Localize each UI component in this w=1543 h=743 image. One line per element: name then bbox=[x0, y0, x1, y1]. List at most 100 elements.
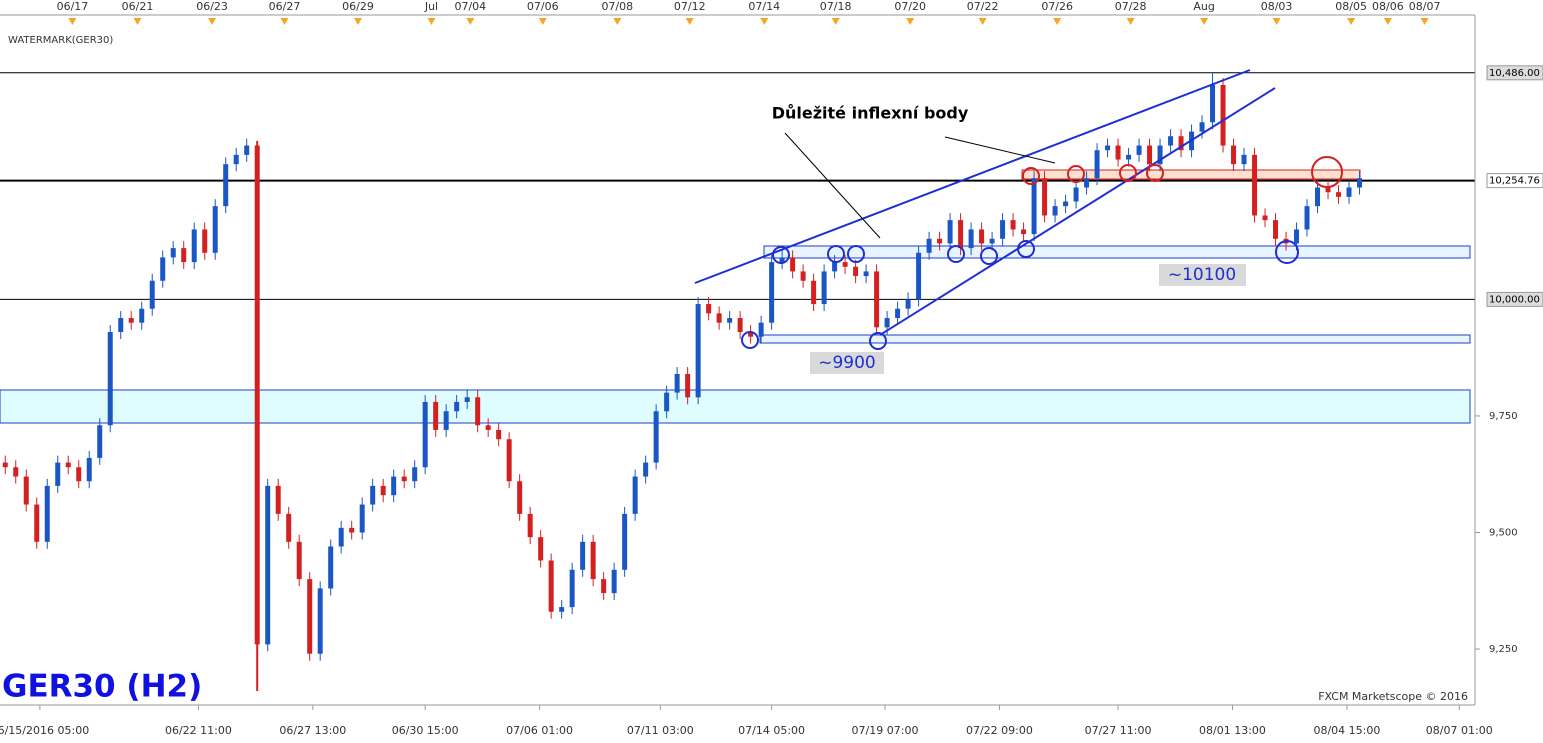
candle-body bbox=[97, 425, 103, 458]
resistance-zone bbox=[1021, 169, 1361, 180]
candle-body bbox=[233, 154, 239, 165]
candle-body bbox=[916, 252, 922, 300]
level-label: 10,254.76 bbox=[1489, 176, 1540, 187]
candle-body bbox=[685, 373, 691, 398]
top-tick-label: 07/18 bbox=[820, 0, 852, 13]
candle-body bbox=[1010, 220, 1016, 230]
circle bbox=[1119, 164, 1137, 182]
annotation: ~9900 bbox=[818, 353, 876, 373]
candle-body bbox=[758, 322, 764, 337]
top-tick-label: 07/06 bbox=[527, 0, 559, 13]
annotation: Důležité inflexní body bbox=[772, 104, 969, 123]
candle-body bbox=[401, 476, 407, 482]
candle-body bbox=[254, 145, 260, 645]
candle-body bbox=[191, 229, 197, 263]
candle-body bbox=[548, 560, 554, 612]
circle bbox=[847, 245, 865, 263]
candle-body bbox=[527, 513, 533, 538]
candle-body bbox=[905, 299, 911, 309]
top-tick-label: 08/07 bbox=[1409, 0, 1441, 13]
candle-body bbox=[422, 401, 428, 468]
circle bbox=[869, 332, 887, 350]
level-label: 10,486.00 bbox=[1489, 68, 1540, 79]
candle-body bbox=[674, 373, 680, 393]
candle-body bbox=[1178, 136, 1184, 151]
candle-body bbox=[1273, 220, 1279, 239]
candle-body bbox=[160, 257, 166, 281]
candle-body bbox=[391, 476, 397, 496]
candle-body bbox=[65, 462, 71, 468]
candle-body bbox=[653, 411, 659, 463]
top-tick-label: 06/23 bbox=[196, 0, 228, 13]
top-axis bbox=[0, 0, 1543, 15]
zone-10100 bbox=[763, 245, 1471, 259]
candle-body bbox=[1210, 84, 1216, 123]
hlines bbox=[0, 72, 1475, 300]
circle bbox=[1146, 164, 1164, 182]
y-tick-label: 9,500 bbox=[1489, 528, 1518, 539]
candle-body bbox=[149, 280, 155, 309]
top-tick-marker bbox=[1420, 18, 1429, 25]
level-label-box bbox=[1486, 65, 1543, 81]
candle-body bbox=[832, 262, 838, 272]
candle-body bbox=[464, 397, 470, 402]
circle bbox=[827, 245, 845, 263]
top-tick-label: Jul bbox=[424, 0, 438, 13]
top-tick-label: 07/28 bbox=[1115, 0, 1147, 13]
candle-body bbox=[2, 462, 8, 468]
candle-body bbox=[349, 527, 355, 533]
candle-body bbox=[265, 485, 271, 645]
circle bbox=[1311, 156, 1343, 188]
circle bbox=[741, 331, 759, 349]
credit: FXCM Marketscope © 2016 bbox=[1318, 690, 1468, 703]
candle-body bbox=[1084, 178, 1090, 188]
candle-body bbox=[958, 220, 964, 249]
top-tick-label: 07/20 bbox=[894, 0, 926, 13]
candle-body bbox=[1241, 154, 1247, 165]
top-tick-marker bbox=[280, 18, 289, 25]
top-tick-marker bbox=[760, 18, 769, 25]
candle-body bbox=[737, 318, 743, 333]
candle-body bbox=[506, 439, 512, 482]
candle-body bbox=[1231, 145, 1237, 165]
candle-body bbox=[1042, 178, 1048, 216]
red-circles bbox=[1022, 156, 1343, 188]
candle-body bbox=[1021, 229, 1027, 235]
top-tick-marker bbox=[133, 18, 142, 25]
candle-body bbox=[1220, 84, 1226, 146]
top-tick-marker bbox=[685, 18, 694, 25]
level-label-box bbox=[1486, 291, 1543, 307]
candle-body bbox=[76, 467, 82, 482]
top-tick-label: 07/26 bbox=[1041, 0, 1073, 13]
candle-body bbox=[1199, 122, 1205, 132]
candle-body bbox=[212, 206, 218, 253]
candle-body bbox=[968, 229, 974, 249]
pointer-line bbox=[784, 132, 881, 239]
candle-body bbox=[821, 271, 827, 305]
candle-body bbox=[695, 304, 701, 398]
top-tick-label: 07/22 bbox=[967, 0, 999, 13]
top-tick-marker bbox=[1053, 18, 1062, 25]
x-tick-label: 06/15/2016 05:00 bbox=[0, 724, 89, 737]
top-tick-marker bbox=[1126, 18, 1135, 25]
label-box bbox=[810, 352, 884, 374]
candle-body bbox=[170, 248, 176, 258]
top-tick-label: 06/17 bbox=[57, 0, 89, 13]
top-tick-marker bbox=[538, 18, 547, 25]
x-tick-label: 06/27 13:00 bbox=[279, 724, 346, 737]
candle-body bbox=[632, 476, 638, 514]
candle-body bbox=[454, 401, 460, 412]
candle-body bbox=[1094, 150, 1100, 179]
x-tick-label: 06/22 11:00 bbox=[165, 724, 232, 737]
candle-body bbox=[23, 476, 29, 505]
candle-body bbox=[1147, 145, 1153, 165]
trend-line bbox=[879, 87, 1276, 336]
y-tick-label: 9,250 bbox=[1489, 644, 1518, 655]
candle-body bbox=[947, 220, 953, 244]
x-tick-label: 08/07 01:00 bbox=[1426, 724, 1493, 737]
x-tick-label: 07/14 05:00 bbox=[738, 724, 805, 737]
candle-body bbox=[412, 467, 418, 482]
